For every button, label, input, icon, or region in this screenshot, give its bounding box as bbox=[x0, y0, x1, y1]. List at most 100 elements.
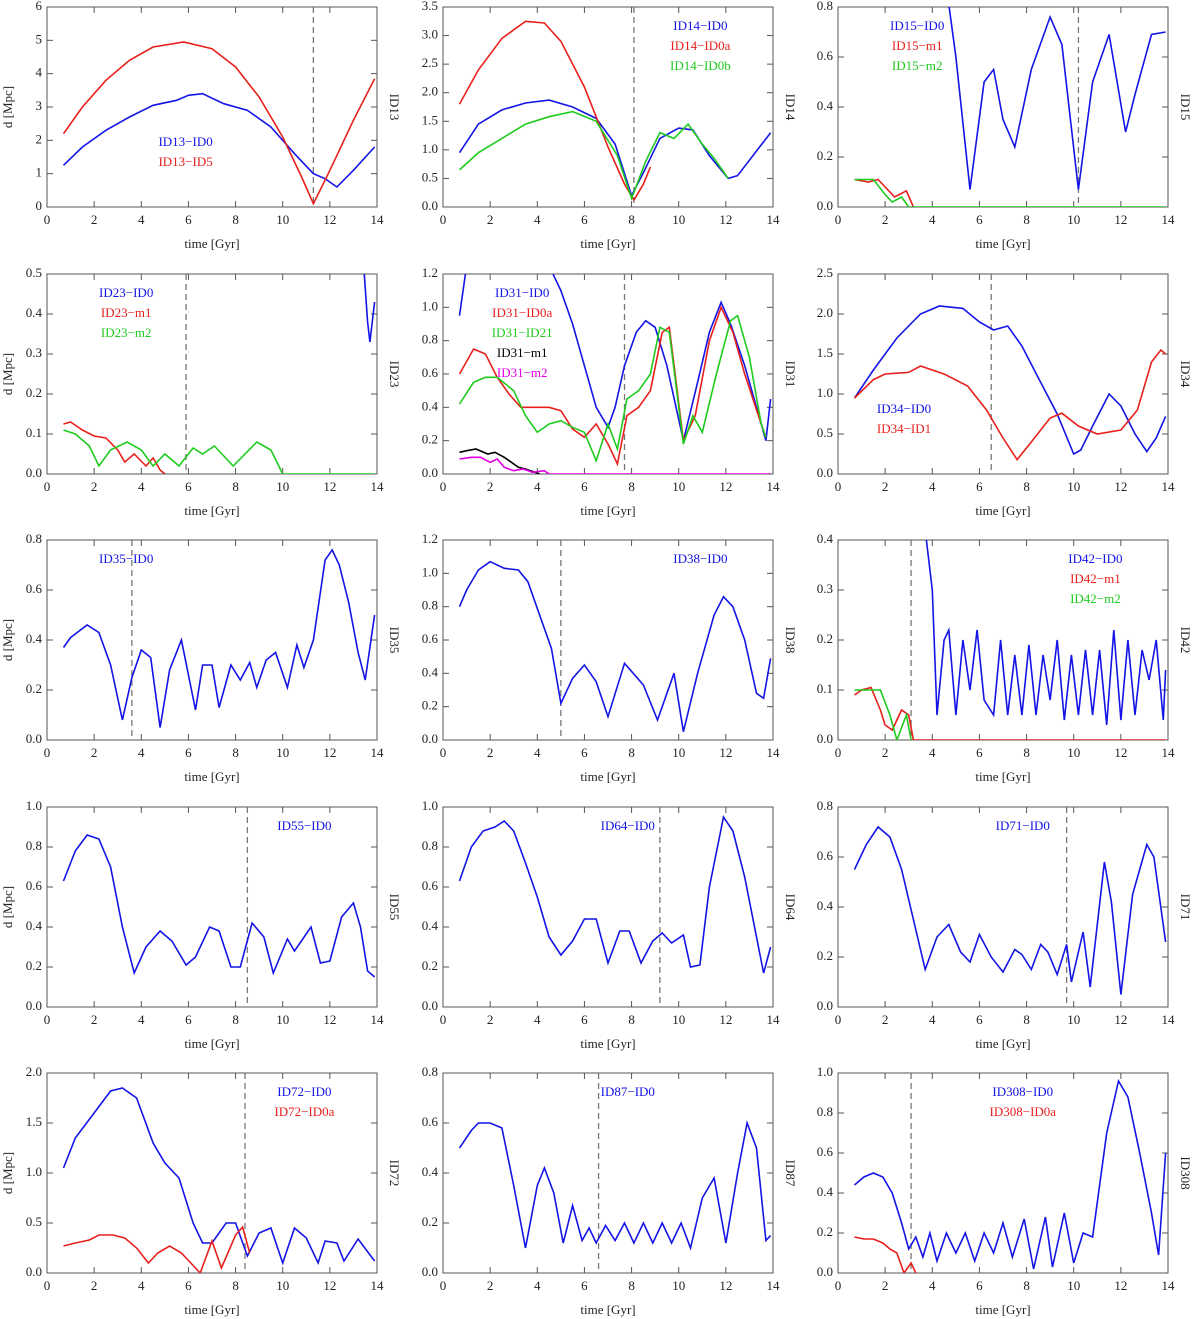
x-axis-label: time [Gyr] bbox=[184, 1036, 239, 1051]
x-tick-label: 6 bbox=[185, 212, 192, 227]
x-tick-label: 0 bbox=[440, 479, 447, 494]
legend-label: ID14−ID0a bbox=[670, 38, 730, 53]
y-tick-label: 0.2 bbox=[422, 432, 438, 447]
x-tick-label: 2 bbox=[487, 745, 494, 760]
x-tick-label: 4 bbox=[138, 745, 145, 760]
x-tick-label: 10 bbox=[672, 1012, 685, 1027]
x-tick-label: 14 bbox=[371, 745, 385, 760]
legend-label: ID23−ID0 bbox=[99, 285, 153, 300]
y-tick-label: 2.0 bbox=[26, 1064, 42, 1079]
x-tick-label: 8 bbox=[1023, 1278, 1030, 1293]
x-tick-label: 8 bbox=[232, 479, 239, 494]
line-series bbox=[458, 1120, 772, 1251]
y-tick-label: 3.5 bbox=[422, 0, 438, 13]
x-tick-label: 10 bbox=[672, 1278, 685, 1293]
x-tick-label: 2 bbox=[487, 1012, 494, 1027]
legend-label: ID71−ID0 bbox=[996, 818, 1050, 833]
legend-label: ID34−ID1 bbox=[877, 421, 931, 436]
line-series bbox=[854, 1236, 917, 1273]
x-tick-label: 6 bbox=[976, 479, 983, 494]
y-tick-label: 0.2 bbox=[422, 958, 438, 973]
line-series bbox=[853, 305, 1167, 456]
y-tick-label: 1.0 bbox=[817, 1064, 833, 1079]
right-label: ID308 bbox=[1178, 1156, 1193, 1189]
x-tick-label: 6 bbox=[581, 479, 588, 494]
x-tick-label: 10 bbox=[672, 479, 685, 494]
y-tick-label: 0.4 bbox=[817, 98, 834, 113]
y-tick-label: 0.0 bbox=[422, 465, 438, 480]
legend-label: ID31−ID21 bbox=[492, 325, 553, 340]
legend-label: ID13−ID5 bbox=[158, 154, 212, 169]
x-tick-label: 12 bbox=[719, 1012, 732, 1027]
legend-label: ID42−m1 bbox=[1070, 571, 1121, 586]
legend-label: ID13−ID0 bbox=[158, 134, 212, 149]
y-tick-label: 0.0 bbox=[817, 465, 833, 480]
y-tick-label: 4 bbox=[36, 65, 43, 80]
y-tick-label: 0.4 bbox=[817, 1184, 834, 1199]
x-tick-label: 6 bbox=[581, 745, 588, 760]
x-tick-label: 8 bbox=[1023, 745, 1030, 760]
x-tick-label: 14 bbox=[767, 745, 781, 760]
legend-label: ID308−ID0a bbox=[990, 1104, 1057, 1119]
x-tick-label: 6 bbox=[581, 212, 588, 227]
x-tick-label: 8 bbox=[232, 1278, 239, 1293]
y-axis-label: d [Mpc] bbox=[0, 353, 15, 395]
x-tick-label: 10 bbox=[276, 1012, 289, 1027]
x-tick-label: 10 bbox=[1067, 1012, 1080, 1027]
line-series bbox=[458, 20, 652, 202]
y-tick-label: 1.5 bbox=[26, 1114, 42, 1129]
line-series bbox=[853, 825, 1167, 995]
x-tick-label: 2 bbox=[91, 1012, 98, 1027]
x-tick-label: 4 bbox=[929, 479, 936, 494]
panel: 0 2 4 6 8 10 12 14 0.0 0.2 0.4 0.6 0.8 time [Gyr] ID15… bbox=[817, 0, 1193, 251]
x-tick-label: 0 bbox=[440, 745, 447, 760]
x-tick-label: 8 bbox=[1023, 212, 1030, 227]
x-tick-label: 14 bbox=[767, 212, 781, 227]
legend-label: ID14−ID0b bbox=[670, 58, 731, 73]
y-tick-label: 0.6 bbox=[817, 848, 834, 863]
x-tick-label: 12 bbox=[719, 745, 732, 760]
x-tick-label: 8 bbox=[1023, 479, 1030, 494]
y-tick-label: 0.6 bbox=[26, 878, 43, 893]
y-tick-label: 0.8 bbox=[422, 838, 438, 853]
x-tick-label: 14 bbox=[1162, 479, 1176, 494]
panel: 0 2 4 6 8 10 12 14 0.0 0.1 0.2 0.3 0.4 0.5 time [Gyr] d… bbox=[0, 265, 402, 518]
right-label: ID35 bbox=[387, 627, 402, 654]
x-tick-label: 8 bbox=[628, 212, 635, 227]
panel: 0 2 4 6 8 10 12 14 0.0 0.2 0.4 0.6 0.8 1.0 time [Gyr] d… bbox=[0, 798, 402, 1051]
x-tick-label: 10 bbox=[672, 745, 685, 760]
x-tick-label: 8 bbox=[232, 745, 239, 760]
x-tick-label: 8 bbox=[628, 479, 635, 494]
y-tick-label: 0.2 bbox=[817, 148, 833, 163]
x-tick-label: 10 bbox=[276, 479, 289, 494]
line-series bbox=[854, 689, 912, 740]
x-tick-label: 14 bbox=[371, 212, 385, 227]
plot-frame bbox=[442, 806, 774, 1008]
x-axis-label: time [Gyr] bbox=[184, 236, 239, 251]
y-tick-label: 0.2 bbox=[26, 958, 42, 973]
y-tick-label: 0.6 bbox=[817, 1144, 834, 1159]
legend-label: ID42−ID0 bbox=[1068, 551, 1122, 566]
y-tick-label: 0 bbox=[36, 198, 43, 213]
y-tick-label: 0.0 bbox=[26, 465, 42, 480]
x-tick-label: 12 bbox=[323, 1012, 336, 1027]
x-tick-label: 12 bbox=[1114, 745, 1127, 760]
y-tick-label: 0.5 bbox=[26, 265, 42, 280]
x-axis-label: time [Gyr] bbox=[975, 503, 1030, 518]
x-tick-label: 2 bbox=[882, 479, 889, 494]
y-tick-label: 0.4 bbox=[26, 918, 43, 933]
legend-label: ID23−m1 bbox=[101, 305, 152, 320]
x-tick-label: 0 bbox=[835, 479, 842, 494]
y-tick-label: 0.4 bbox=[422, 398, 439, 413]
x-tick-label: 12 bbox=[323, 745, 336, 760]
y-tick-label: 2 bbox=[36, 131, 43, 146]
y-tick-label: 0.4 bbox=[817, 898, 834, 913]
x-tick-label: 2 bbox=[91, 745, 98, 760]
y-tick-label: 5 bbox=[36, 31, 43, 46]
x-tick-label: 14 bbox=[1162, 1278, 1176, 1293]
y-tick-label: 1.0 bbox=[817, 385, 833, 400]
plot-frame bbox=[46, 806, 378, 1008]
y-tick-label: 0.2 bbox=[422, 698, 438, 713]
right-label: ID42 bbox=[1178, 627, 1193, 654]
x-tick-label: 12 bbox=[719, 479, 732, 494]
